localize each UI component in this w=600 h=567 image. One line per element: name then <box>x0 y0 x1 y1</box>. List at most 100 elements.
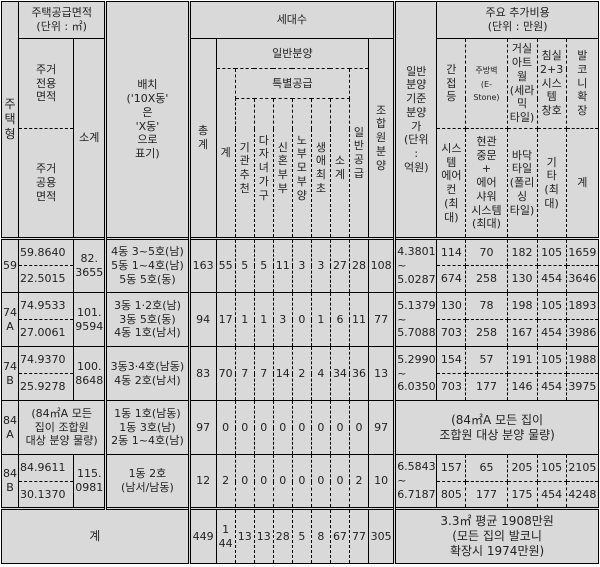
extra-cost: 703 <box>436 373 467 401</box>
exclusive-area: 84.9611 <box>18 454 75 482</box>
area-subtotal: 101. 9594 <box>73 292 107 347</box>
household-count: 6 <box>329 292 350 347</box>
extra-cost: 146 <box>506 373 538 401</box>
household-count: 94 <box>187 292 217 347</box>
household-count: 3 <box>310 237 331 293</box>
sale-price: 5.1379 ~ 5.7088 <box>393 292 438 347</box>
area-note: (84㎡A 모든 집이 조합원 대상 분양 물량) <box>18 400 107 455</box>
table-row: 84 A (84㎡A 모든 집이 조합원 대상 분양 물량) 1동 1호(남동) 1… <box>0 400 599 455</box>
exclusive-area: 74.9370 <box>18 346 75 374</box>
total-count: 13 <box>253 507 274 564</box>
header-layout: 배치 ('10X동' 은 'X동' 으로 표기) <box>104 1 190 239</box>
extra-cost: 157 <box>436 454 467 482</box>
header-elderly-parents: 노 부 모 부 양 <box>291 98 312 239</box>
extra-cost: 205 <box>506 454 538 482</box>
header-member-sale: 조 합 원 분 양 <box>368 38 396 239</box>
extra-cost: 65 <box>465 454 508 482</box>
layout: 3동 1·2호(남) 3동 5호(동) 4동 1호(남서) <box>104 292 190 347</box>
header-common-area: 주거 공용 면적 <box>18 128 75 239</box>
table-row: 22.5015 674 258 130 454 3646 <box>2 265 600 293</box>
household-count: 0 <box>348 400 370 455</box>
extra-cost: 177 <box>465 373 508 401</box>
total-count: 77 <box>348 507 370 564</box>
header-bedroom-window: 침실 2+3 시스 템 창호 <box>536 38 567 129</box>
household-count: 4 <box>310 346 331 401</box>
total-count: 449 <box>187 507 217 564</box>
extra-cost: 3975 <box>565 373 600 401</box>
total-label: 계 <box>1 507 190 564</box>
household-count: 13 <box>368 346 396 401</box>
extra-cost: 703 <box>436 319 467 347</box>
header-general-supply: 일 반 공 급 <box>348 68 370 239</box>
header-floor-tile: 바닥 타일 (폴리 싱 타일) <box>506 128 538 239</box>
extra-cost: 454 <box>536 373 567 401</box>
header-institution: 기 관 추 천 <box>234 98 255 239</box>
extra-cost: 70 <box>465 237 508 266</box>
common-area: 22.5015 <box>18 265 75 293</box>
header-first-time: 생 애 최 초 <box>310 98 331 239</box>
common-area: 27.0061 <box>18 319 75 347</box>
header-special-subtotal: 소 계 <box>329 98 350 239</box>
household-count: 11 <box>348 292 370 347</box>
household-count: 163 <box>187 237 217 293</box>
household-count: 1 <box>234 292 255 347</box>
extra-cost: 4248 <box>565 481 600 509</box>
header-sale-price: 일반 분양 기준 분양 가 (단위 : 억원) <box>393 1 438 239</box>
household-count: 17 <box>215 292 236 347</box>
extra-cost: 454 <box>536 265 567 293</box>
household-count: 55 <box>215 237 236 293</box>
household-count: 12 <box>187 454 217 509</box>
sale-price: 4.3801 ~ 5.0287 <box>393 237 438 293</box>
household-count: 3 <box>291 237 312 293</box>
exclusive-area: 59.8640 <box>18 237 75 266</box>
extra-cost: 674 <box>436 265 467 293</box>
household-count: 0 <box>310 400 331 455</box>
total-count: 28 <box>272 507 293 564</box>
header-exclusive-area: 주거 전용 면적 <box>18 38 75 129</box>
extra-cost: 1988 <box>565 346 600 374</box>
extra-cost: 78 <box>465 292 508 320</box>
sale-price: 5.2990 ~ 6.0350 <box>393 346 438 401</box>
header-special-total: 계 <box>215 68 236 239</box>
household-count: 0 <box>272 400 293 455</box>
header-multi-child: 다 자 녀 가 구 <box>253 98 274 239</box>
household-count: 0 <box>234 454 255 509</box>
sale-price: 6.5843 ~ 6.7187 <box>393 454 438 509</box>
household-count: 11 <box>272 237 293 293</box>
common-area: 25.9278 <box>18 373 75 401</box>
header-indirect-light: 간 접 등 <box>436 38 467 129</box>
extra-cost: 805 <box>436 481 467 509</box>
extra-cost: 130 <box>436 292 467 320</box>
household-count: 108 <box>368 237 396 293</box>
housing-type: 74 A <box>0 292 20 347</box>
household-count: 1 <box>310 292 331 347</box>
household-count: 97 <box>187 400 217 455</box>
housing-type: 74 B <box>0 346 20 401</box>
total-count: 305 <box>368 507 396 564</box>
extra-cost: 167 <box>506 319 538 347</box>
household-count: 2 <box>348 454 370 509</box>
header-living-artwall: 거실 아트 월 (세라 믹 타일) <box>506 38 538 129</box>
household-count: 0 <box>329 454 350 509</box>
household-count: 77 <box>368 292 396 347</box>
total-count: 5 <box>291 507 312 564</box>
kitchen-wall-label: 주방벽 (E- Stone) <box>473 65 500 103</box>
header-kitchen-wall: 주방벽 (E- Stone) <box>465 38 508 129</box>
table-row: 74 B 74.9370 100. 8648 3동3·4호(남동) 4동 2호(남서)… <box>0 346 600 401</box>
header-other: 기 타 (최 대) <box>536 128 567 239</box>
extra-cost: 105 <box>536 292 567 320</box>
household-count: 10 <box>368 454 396 509</box>
household-count: 0 <box>215 400 236 455</box>
housing-type: 59 <box>0 237 20 293</box>
extra-cost: 1893 <box>565 292 600 320</box>
household-count: 5 <box>253 237 274 293</box>
extra-cost: 258 <box>465 265 508 293</box>
table-header: 주 택 형 주택공급면적 (단위 : ㎡) 배치 ('10X동' 은 'X동' … <box>0 1 600 239</box>
extra-cost: 154 <box>436 346 467 374</box>
extra-cost: 3646 <box>565 265 600 293</box>
extra-cost: 114 <box>436 237 467 266</box>
household-count: 0 <box>234 400 255 455</box>
household-count: 2 <box>215 454 236 509</box>
housing-type: 84 B <box>0 454 20 509</box>
